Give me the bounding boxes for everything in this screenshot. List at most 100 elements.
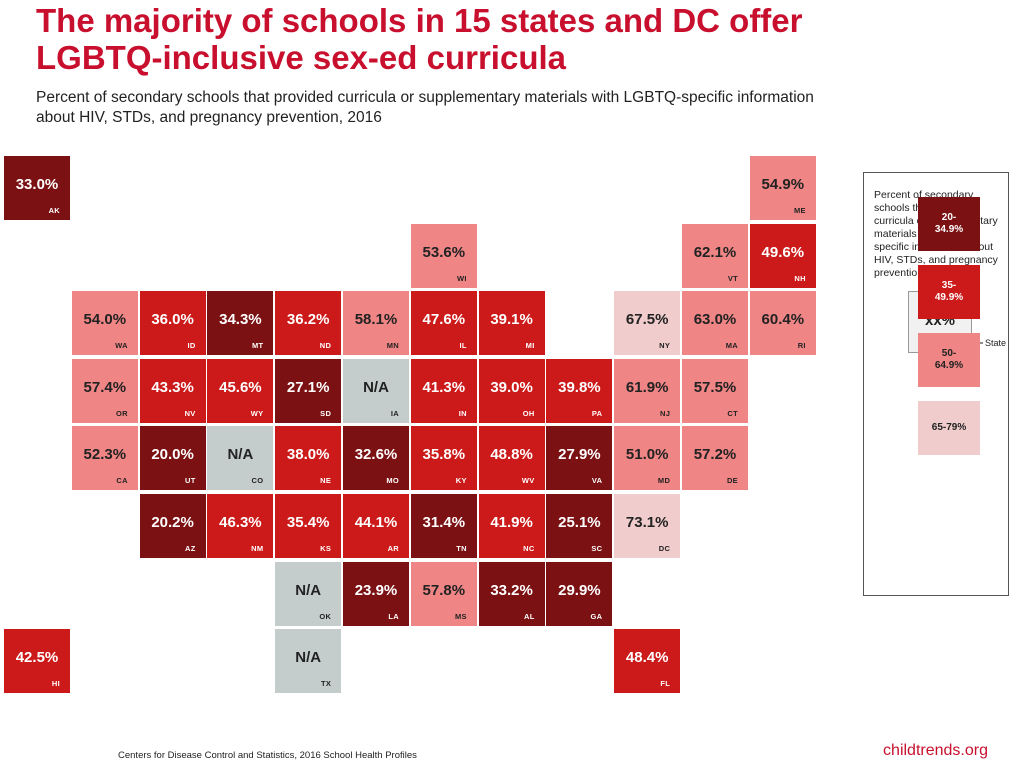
state-abbr: FL (660, 679, 671, 689)
state-abbr: MN (386, 341, 399, 351)
state-abbr: KS (320, 544, 332, 553)
state-tile-wi: 53.6% WI (410, 223, 477, 288)
state-value: 23.9% (354, 581, 398, 599)
state-value: 36.0% (151, 311, 194, 329)
legend: Percent of secondary schools that provid… (863, 172, 1009, 596)
state-abbr: SC (591, 544, 603, 553)
state-abbr: RI (797, 341, 806, 351)
state-value: 73.1% (625, 514, 669, 531)
state-tile-ky: 35.8% KY (410, 426, 477, 491)
state-value: 52.3% (83, 446, 127, 464)
state-tile-nm: 46.3% NM (207, 494, 274, 558)
state-value: 35.8% (422, 446, 466, 464)
state-abbr: KY (455, 476, 467, 486)
brand-link[interactable]: childtrends.org (883, 742, 988, 759)
state-tile-dc: 73.1% DC (614, 494, 681, 558)
state-tile-ar: 44.1% AR (343, 494, 409, 558)
state-value: 57.4% (83, 378, 127, 396)
state-value: 41.3% (422, 378, 466, 396)
state-value: 35.4% (286, 514, 330, 531)
state-value: 42.5% (15, 649, 59, 667)
legend-swatch-20-34.9: 20- 34.9% (918, 197, 980, 251)
state-tile-co: N/A CO (207, 426, 274, 491)
state-tile-pa: 39.8% PA (546, 358, 613, 423)
state-abbr: MT (251, 341, 264, 351)
legend-swatch-label: 20- 34.9% (934, 212, 964, 235)
state-value: 38.0% (286, 446, 330, 464)
state-value: 39.0% (490, 378, 533, 396)
state-tile-az: 20.2% AZ (139, 494, 206, 558)
state-tile-sd: 27.1% SD (275, 358, 342, 423)
state-abbr: VA (591, 476, 603, 486)
state-value: 45.6% (219, 378, 262, 396)
state-value: 48.8% (490, 446, 533, 464)
state-value: 54.9% (761, 176, 805, 193)
state-value: 53.6% (422, 243, 466, 261)
state-tile-wv: 48.8% WV (478, 426, 545, 491)
state-tile-mt: 34.3% MT (207, 291, 274, 356)
state-tile-ca: 52.3% CA (71, 426, 138, 491)
state-abbr: VT (727, 273, 738, 283)
state-abbr: MD (657, 476, 671, 486)
state-tile-ct: 57.5% CT (682, 358, 748, 423)
state-tile-mn: 58.1% MN (343, 291, 409, 356)
state-abbr: OH (522, 408, 535, 418)
state-value: 51.0% (625, 446, 669, 464)
state-tile-nj: 61.9% NJ (614, 358, 681, 423)
state-tile-al: 33.2% AL (478, 561, 545, 626)
state-abbr: AK (48, 206, 60, 215)
state-tile-nd: 36.2% ND (275, 291, 342, 356)
state-tile-ma: 63.0% MA (682, 291, 748, 356)
state-tile-va: 27.9% VA (546, 426, 613, 491)
state-tile-de: 57.2% DE (682, 426, 748, 491)
state-tile-ny: 67.5% NY (614, 291, 681, 356)
state-value: 67.5% (625, 311, 669, 329)
state-tile-ri: 60.4% RI (749, 291, 816, 356)
legend-swatch-label: 50- 64.9% (934, 348, 964, 371)
state-tile-ut: 20.0% UT (139, 426, 206, 491)
state-tile-ok: N/A OK (275, 561, 342, 626)
state-abbr: OR (115, 408, 128, 418)
chart-subtitle: Percent of secondary schools that provid… (36, 89, 814, 126)
state-value: 20.0% (151, 446, 194, 464)
state-tile-or: 57.4% OR (71, 358, 138, 423)
state-tile-wy: 45.6% WY (207, 358, 274, 423)
state-abbr: IA (390, 408, 399, 418)
state-tile-ks: 35.4% KS (275, 494, 342, 558)
state-tile-mo: 32.6% MO (343, 426, 409, 491)
state-abbr: TX (321, 679, 332, 689)
state-abbr: NJ (660, 408, 671, 418)
state-abbr: PA (591, 408, 603, 418)
state-abbr: CA (116, 476, 128, 486)
state-value: 31.4% (422, 514, 466, 531)
state-abbr: MA (725, 341, 738, 351)
state-abbr: IN (458, 408, 467, 418)
state-value: 44.1% (354, 514, 398, 531)
state-tile-me: 54.9% ME (749, 156, 816, 220)
state-abbr: DC (658, 544, 671, 553)
state-abbr: AZ (184, 544, 196, 553)
source-note: Centers for Disease Control and Statisti… (118, 750, 417, 761)
state-tile-md: 51.0% MD (614, 426, 681, 491)
legend-swatch-65-79: 65-79% (918, 401, 980, 455)
state-abbr: WY (250, 408, 264, 418)
state-value: 46.3% (219, 514, 262, 531)
state-tile-oh: 39.0% OH (478, 358, 545, 423)
legend-swatch-label: 35- 49.9% (934, 280, 964, 303)
state-abbr: NM (251, 544, 264, 553)
state-value: 60.4% (761, 311, 805, 329)
state-abbr: ND (319, 341, 332, 351)
state-abbr: AR (387, 544, 399, 553)
state-abbr: NV (184, 408, 196, 418)
state-abbr: CO (251, 476, 264, 486)
state-tile-vt: 62.1% VT (682, 223, 748, 288)
state-abbr: GA (590, 611, 603, 621)
state-value: 36.2% (286, 311, 330, 329)
state-value: 27.9% (558, 446, 601, 464)
state-abbr: SD (320, 408, 332, 418)
state-abbr: CT (727, 408, 738, 418)
state-tile-ne: 38.0% NE (275, 426, 342, 491)
state-tile-tx: N/A TX (275, 629, 342, 694)
state-abbr: ID (187, 341, 196, 351)
state-value: N/A (363, 378, 389, 396)
